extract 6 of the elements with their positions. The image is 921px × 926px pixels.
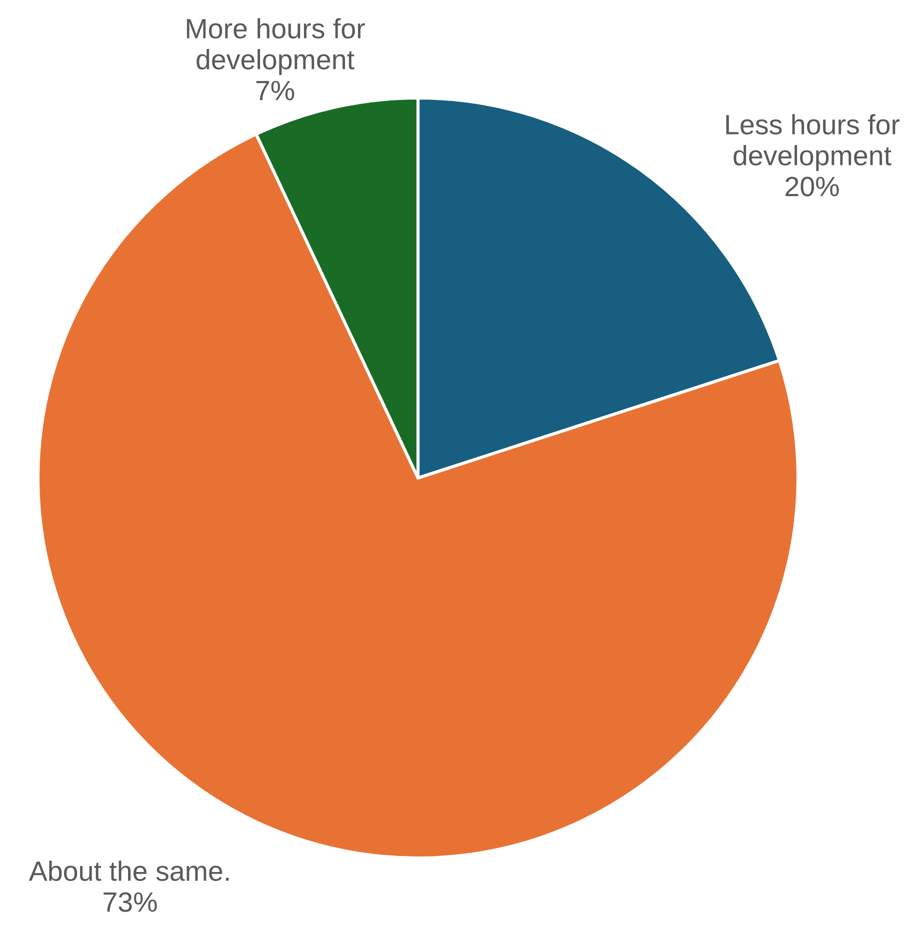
data-label: 73% [104,892,157,912]
slice-label: About the same. [28,860,229,881]
slice-label: More hours for development [186,18,365,75]
data-label: 20% [786,176,839,196]
slice-label: Less hours for development [726,114,900,171]
data-label: 7% [256,80,294,100]
